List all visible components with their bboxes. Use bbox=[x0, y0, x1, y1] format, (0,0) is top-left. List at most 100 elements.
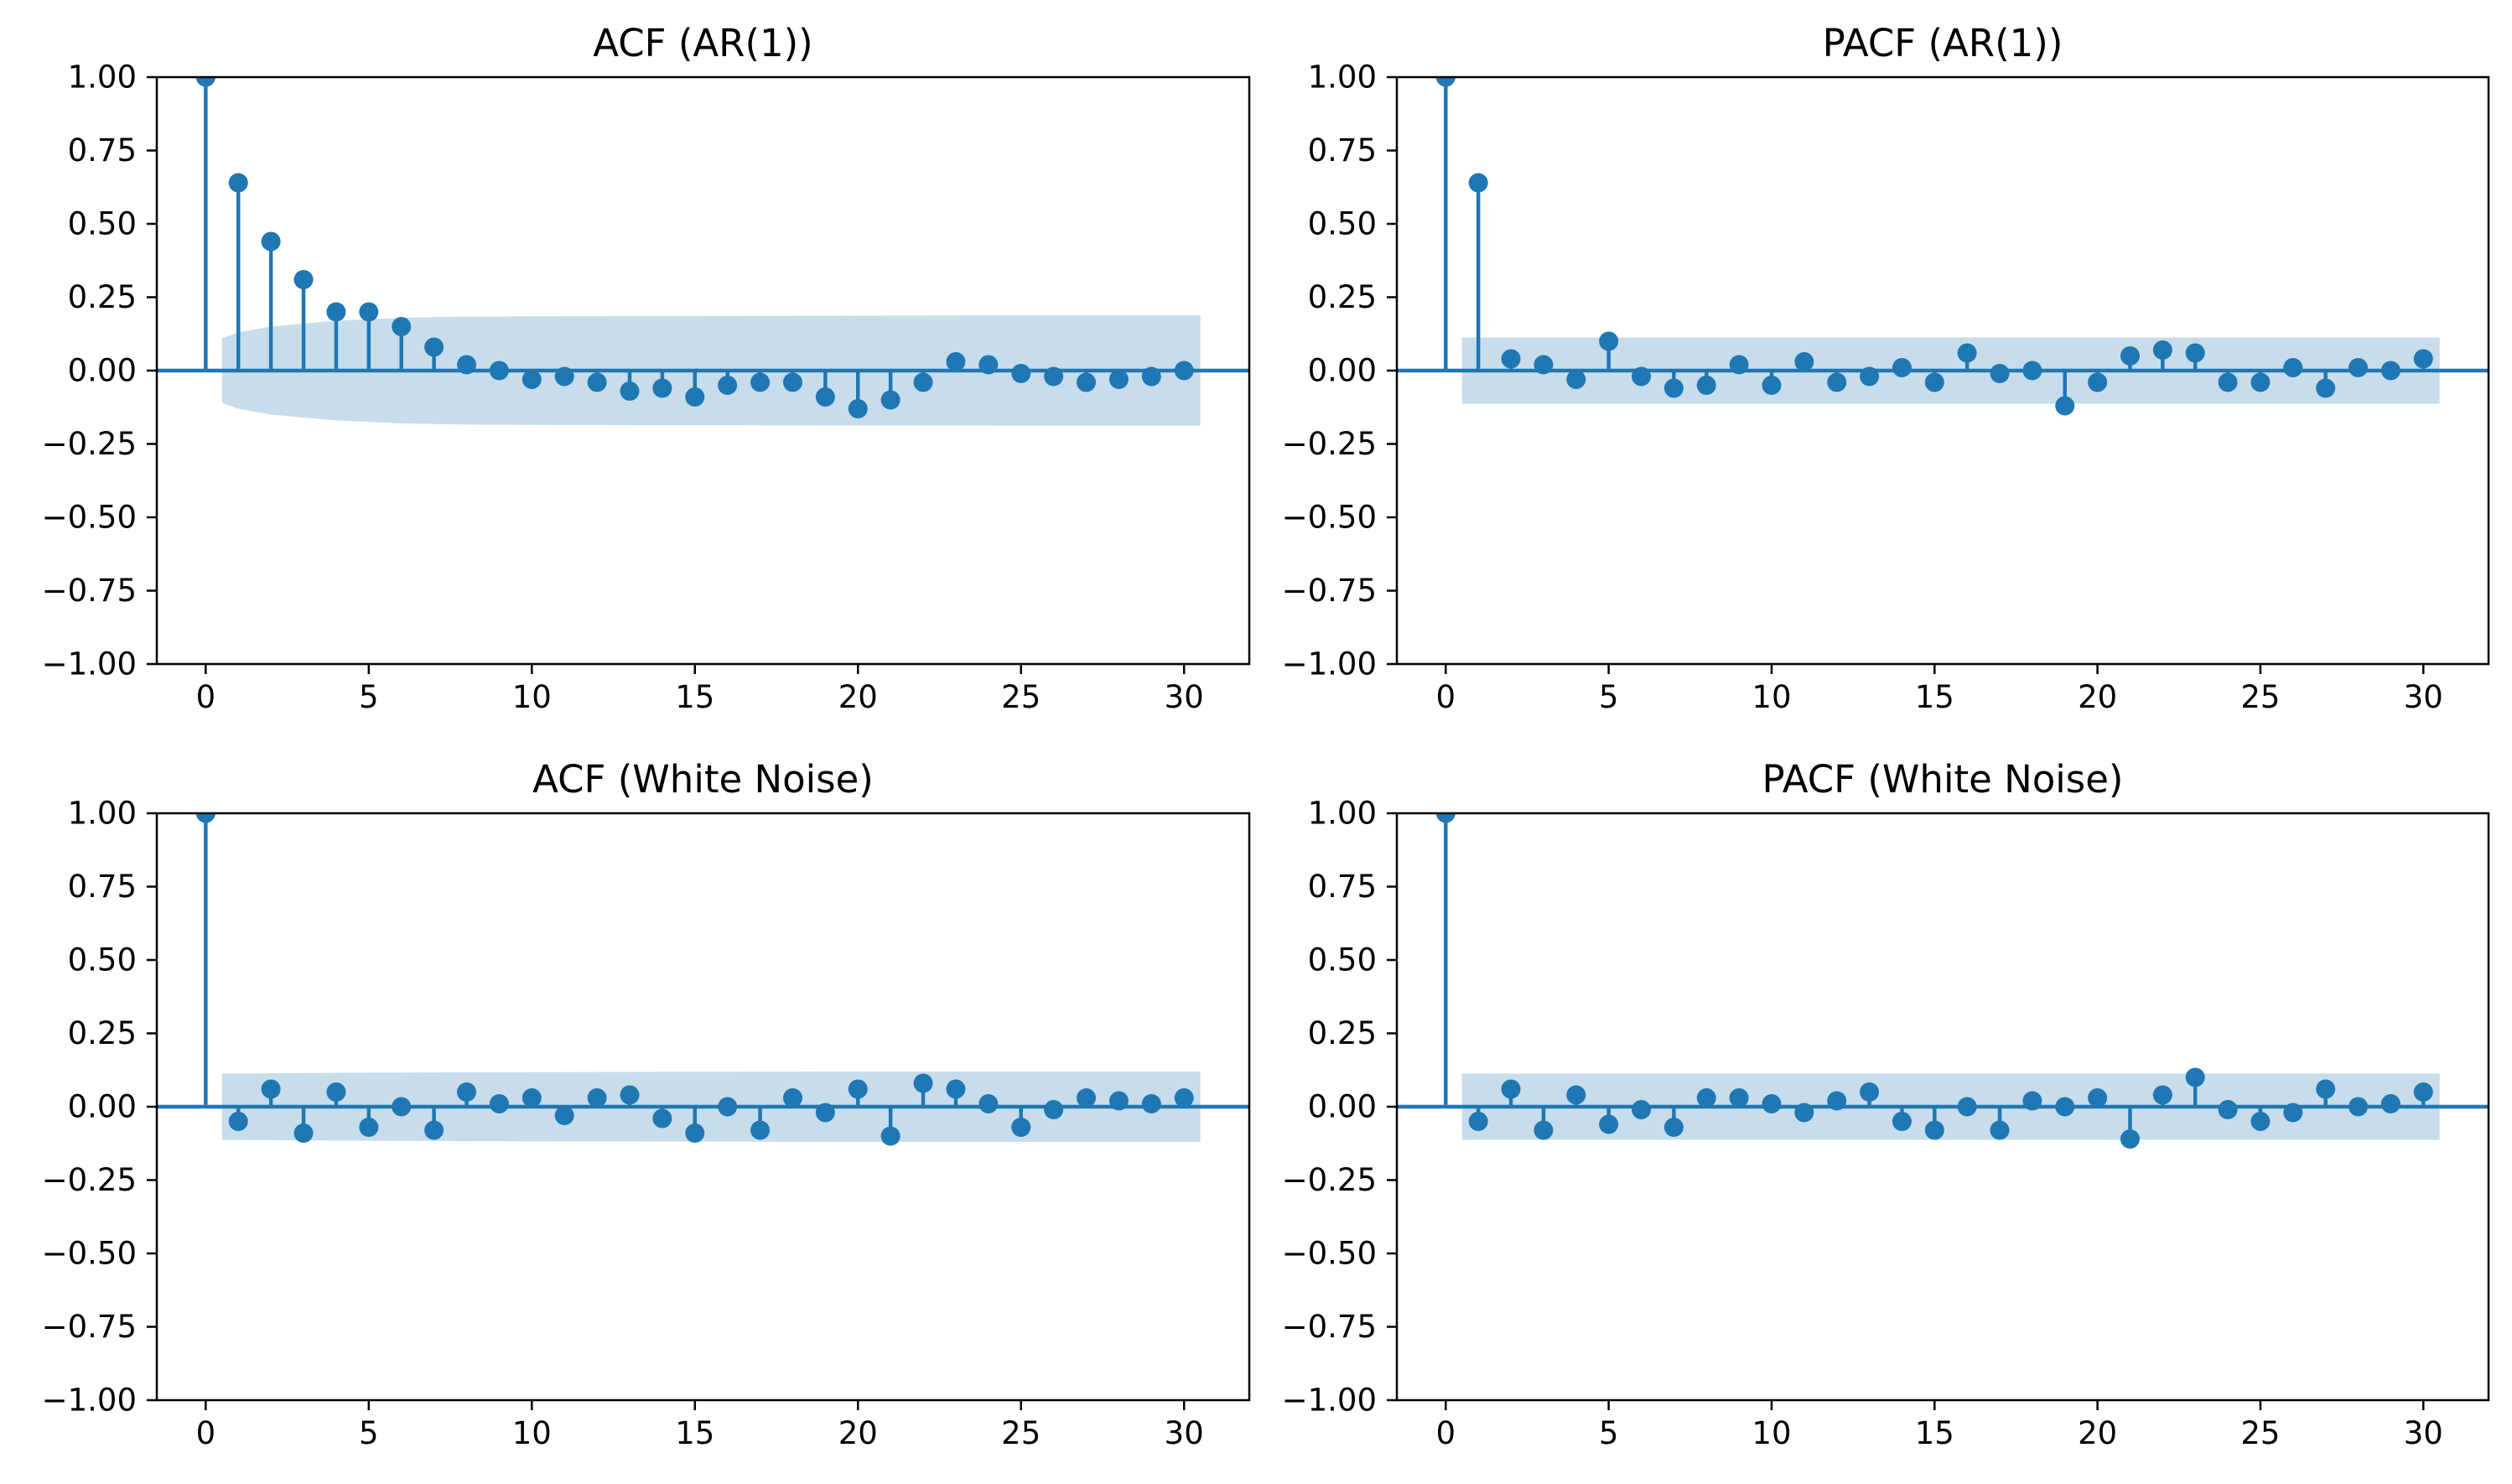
marker-lag-28 bbox=[2349, 358, 2369, 377]
marker-lag-8 bbox=[457, 355, 477, 375]
marker-lag-4 bbox=[326, 1082, 346, 1102]
marker-lag-12 bbox=[587, 372, 607, 392]
marker-lag-19 bbox=[2055, 396, 2075, 416]
marker-lag-7 bbox=[1663, 1118, 1684, 1137]
marker-lag-3 bbox=[1534, 1120, 1554, 1140]
x-tick-label: 30 bbox=[2404, 1415, 2443, 1451]
y-tick-label: −0.25 bbox=[1282, 1162, 1377, 1198]
y-tick-label: 0.25 bbox=[1308, 1015, 1377, 1051]
marker-lag-22 bbox=[2152, 340, 2172, 360]
x-tick-label: 25 bbox=[1001, 1415, 1041, 1451]
marker-lag-8 bbox=[1696, 376, 1716, 395]
marker-lag-24 bbox=[978, 1094, 999, 1113]
marker-lag-11 bbox=[1794, 352, 1814, 371]
marker-lag-11 bbox=[554, 1106, 574, 1125]
marker-lag-8 bbox=[457, 1082, 477, 1102]
marker-lag-10 bbox=[522, 370, 542, 389]
marker-lag-7 bbox=[424, 337, 444, 357]
marker-lag-24 bbox=[978, 355, 999, 375]
marker-lag-28 bbox=[1108, 1091, 1129, 1111]
y-tick-label: −0.25 bbox=[42, 1162, 137, 1198]
marker-lag-3 bbox=[1534, 355, 1554, 375]
marker-lag-16 bbox=[718, 1097, 738, 1117]
marker-lag-27 bbox=[2316, 1079, 2336, 1099]
marker-lag-4 bbox=[1566, 1085, 1586, 1105]
marker-lag-16 bbox=[1957, 1097, 1977, 1117]
y-tick-label: 0.75 bbox=[68, 132, 137, 169]
marker-lag-0 bbox=[1435, 813, 1456, 823]
marker-lag-23 bbox=[2185, 1067, 2205, 1087]
y-tick-label: 0.25 bbox=[1308, 279, 1377, 315]
marker-lag-9 bbox=[489, 1094, 509, 1113]
x-tick-label: 30 bbox=[2404, 679, 2443, 715]
marker-lag-26 bbox=[1044, 366, 1064, 387]
marker-lag-29 bbox=[2380, 1094, 2400, 1113]
marker-lag-0 bbox=[195, 813, 215, 823]
y-tick-label: 0.00 bbox=[1308, 353, 1377, 389]
marker-lag-30 bbox=[1174, 1088, 1194, 1108]
marker-lag-24 bbox=[2218, 1100, 2238, 1119]
x-tick-label: 10 bbox=[1752, 679, 1791, 715]
marker-lag-8 bbox=[1696, 1088, 1716, 1108]
y-tick-label: 0.00 bbox=[68, 1089, 137, 1125]
marker-lag-5 bbox=[1599, 331, 1619, 351]
y-tick-label: 0.50 bbox=[68, 206, 137, 242]
marker-lag-22 bbox=[913, 1073, 933, 1093]
marker-lag-15 bbox=[1924, 1120, 1944, 1140]
marker-lag-30 bbox=[2413, 1082, 2433, 1102]
marker-lag-9 bbox=[1729, 1088, 1749, 1108]
marker-lag-14 bbox=[1892, 1112, 1912, 1131]
marker-lag-23 bbox=[946, 352, 966, 371]
x-tick-label: 15 bbox=[675, 1415, 714, 1451]
marker-lag-7 bbox=[424, 1120, 444, 1140]
marker-lag-19 bbox=[815, 387, 835, 407]
chart-title: PACF (White Noise) bbox=[1762, 757, 2124, 802]
marker-lag-22 bbox=[913, 372, 933, 392]
marker-lag-30 bbox=[1174, 361, 1194, 381]
marker-lag-20 bbox=[848, 1079, 868, 1099]
marker-lag-12 bbox=[1827, 1091, 1847, 1111]
marker-lag-17 bbox=[750, 1120, 771, 1140]
y-tick-label: 1.00 bbox=[68, 60, 137, 96]
x-tick-label: 15 bbox=[675, 679, 714, 715]
marker-lag-26 bbox=[2283, 1103, 2303, 1123]
marker-lag-18 bbox=[2022, 361, 2042, 381]
chart-title: ACF (White Noise) bbox=[532, 757, 874, 802]
y-tick-label: 0.00 bbox=[1308, 1089, 1377, 1125]
marker-lag-30 bbox=[2413, 349, 2433, 369]
x-tick-label: 0 bbox=[1436, 1415, 1456, 1451]
marker-lag-16 bbox=[1957, 343, 1977, 363]
marker-lag-0 bbox=[195, 77, 215, 87]
marker-lag-0 bbox=[1435, 77, 1456, 87]
marker-lag-25 bbox=[2250, 372, 2271, 392]
marker-lag-24 bbox=[2218, 372, 2238, 392]
plot-area bbox=[157, 77, 1249, 426]
marker-lag-15 bbox=[685, 387, 705, 407]
marker-lag-16 bbox=[718, 376, 738, 395]
marker-lag-27 bbox=[1077, 1088, 1097, 1108]
y-tick-label: −0.50 bbox=[42, 500, 137, 536]
x-tick-label: 0 bbox=[196, 679, 216, 715]
marker-lag-28 bbox=[1108, 370, 1129, 389]
marker-lag-7 bbox=[1663, 378, 1684, 398]
x-tick-label: 5 bbox=[1599, 679, 1619, 715]
marker-lag-21 bbox=[880, 1126, 900, 1146]
x-tick-label: 15 bbox=[1915, 1415, 1954, 1451]
x-tick-label: 20 bbox=[838, 679, 878, 715]
marker-lag-22 bbox=[2152, 1085, 2172, 1105]
marker-lag-9 bbox=[489, 361, 509, 381]
x-tick-label: 5 bbox=[1599, 1415, 1619, 1451]
marker-lag-17 bbox=[750, 372, 771, 392]
plot-area bbox=[1397, 77, 2489, 416]
marker-lag-2 bbox=[261, 231, 281, 252]
x-tick-label: 5 bbox=[359, 1415, 379, 1451]
chart-panel-1: 1.00 0.75 0.50 0.25 0.00 −0.25 −0.50 −0.75 −1.00… bbox=[42, 21, 1251, 715]
marker-lag-6 bbox=[1631, 1100, 1651, 1119]
y-tick-label: −0.75 bbox=[42, 1309, 137, 1345]
marker-lag-25 bbox=[1011, 1118, 1031, 1137]
marker-lag-19 bbox=[815, 1103, 835, 1123]
y-tick-label: −0.50 bbox=[1282, 1236, 1377, 1272]
marker-lag-25 bbox=[2250, 1112, 2271, 1131]
chart-panel-2: 1.00 0.75 0.50 0.25 0.00 −0.25 −0.50 −0.75 −1.00… bbox=[1282, 21, 2490, 715]
